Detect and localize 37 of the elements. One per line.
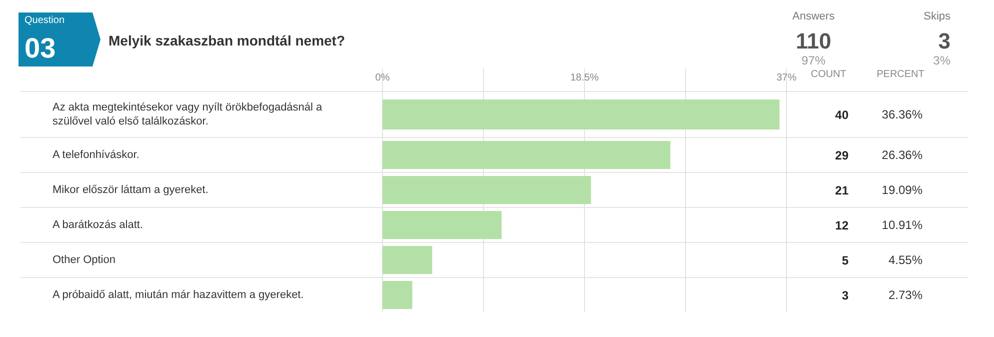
data-label: 4.55% [888, 253, 923, 267]
y-tick-label: A barátkozás alatt. [52, 219, 143, 231]
x-tick-label: 37% [776, 72, 797, 84]
text: 21 [835, 184, 849, 198]
data-label: 19.09% [882, 183, 923, 197]
bar [382, 211, 502, 239]
text: 3% [933, 54, 951, 68]
bar [382, 246, 432, 274]
data-label: 10.91% [882, 218, 923, 232]
text: 12 [835, 218, 849, 232]
x-tick-label: 18.5% [570, 72, 599, 84]
text: COUNT [810, 69, 846, 80]
text: 3 [842, 288, 849, 302]
text: 3 [938, 28, 951, 54]
y-tick-label: A próbaidő alatt, miután már hazavittem a gyereket. [52, 289, 304, 301]
text: Skips [924, 10, 951, 22]
bar [382, 281, 412, 309]
text: Question [24, 15, 65, 26]
text: Answers [792, 10, 836, 22]
text: 03 [24, 32, 56, 64]
bar [382, 141, 670, 169]
y-tick-label: Mikor először láttam a gyereket. [52, 184, 208, 196]
y-tick-label: Other Option [52, 254, 116, 266]
text: Melyik szakaszban mondtál nemet? [108, 32, 346, 48]
text: 40 [835, 108, 849, 122]
text: 29 [835, 148, 849, 162]
text: 110 [796, 28, 832, 54]
text: 5 [842, 254, 849, 268]
x-tick-label: 0% [375, 72, 390, 84]
y-tick-label: A telefonhíváskor. [52, 149, 140, 161]
text: PERCENT [876, 69, 924, 80]
text: 97% [801, 54, 826, 68]
y-tick-label: Az akta megtekintésekor vagy nyílt örökbefogadásnál a szülővel való első találkozáskor. [52, 102, 324, 128]
data-label: 26.36% [882, 148, 923, 162]
data-label: 36.36% [882, 108, 923, 122]
bar [382, 176, 591, 204]
data-label: 2.73% [888, 288, 923, 302]
